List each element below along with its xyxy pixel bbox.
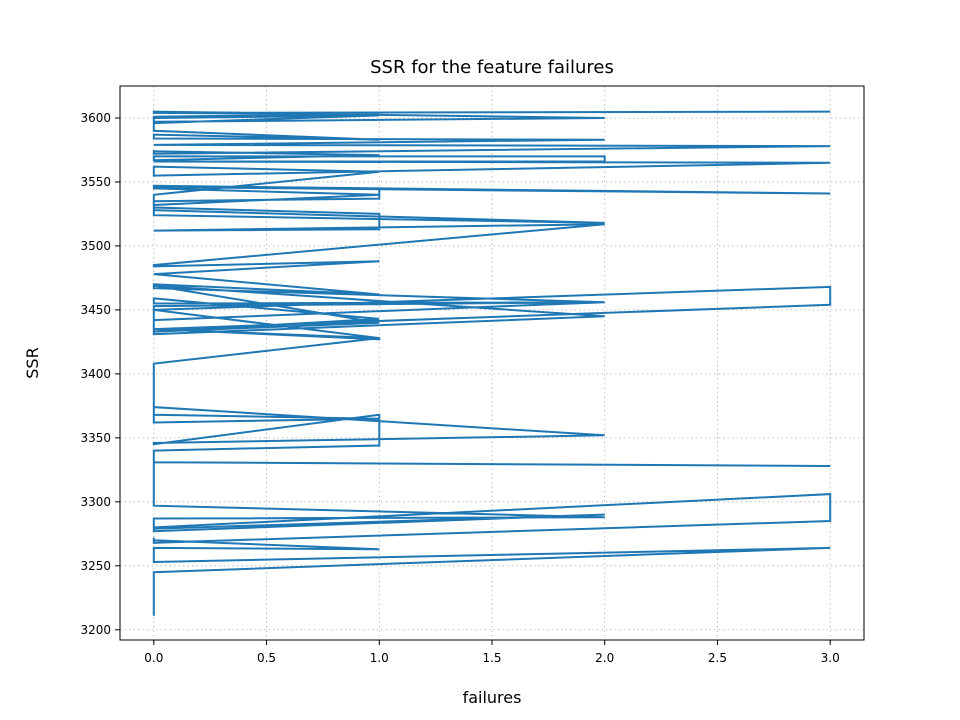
y-axis: 3200 3250 3300 3350 3400 3450 3500 3550 3600 bbox=[80, 111, 120, 637]
plot-area bbox=[152, 110, 832, 616]
x-tick-label: 2.5 bbox=[708, 651, 727, 665]
y-tick-label: 3300 bbox=[80, 495, 111, 509]
y-tick-label: 3550 bbox=[80, 175, 111, 189]
y-tick-label: 3350 bbox=[80, 431, 111, 445]
x-tick-label: 3.0 bbox=[821, 651, 840, 665]
x-axis: 0.0 0.5 1.0 1.5 2.0 2.5 3.0 bbox=[144, 640, 840, 665]
x-tick-label: 1.5 bbox=[482, 651, 501, 665]
y-tick-label: 3200 bbox=[80, 623, 111, 637]
y-tick-label: 3250 bbox=[80, 559, 111, 573]
x-tick-label: 0.5 bbox=[257, 651, 276, 665]
y-tick-label: 3600 bbox=[80, 111, 111, 125]
y-axis-label: SSR bbox=[23, 347, 42, 378]
x-axis-label: failures bbox=[463, 688, 522, 707]
x-tick-label: 2.0 bbox=[595, 651, 614, 665]
y-tick-label: 3400 bbox=[80, 367, 111, 381]
y-tick-label: 3500 bbox=[80, 239, 111, 253]
x-tick-label: 0.0 bbox=[144, 651, 163, 665]
x-tick-label: 1.0 bbox=[370, 651, 389, 665]
series-line bbox=[152, 110, 832, 616]
y-tick-label: 3450 bbox=[80, 303, 111, 317]
chart-title: SSR for the feature failures bbox=[370, 57, 614, 78]
